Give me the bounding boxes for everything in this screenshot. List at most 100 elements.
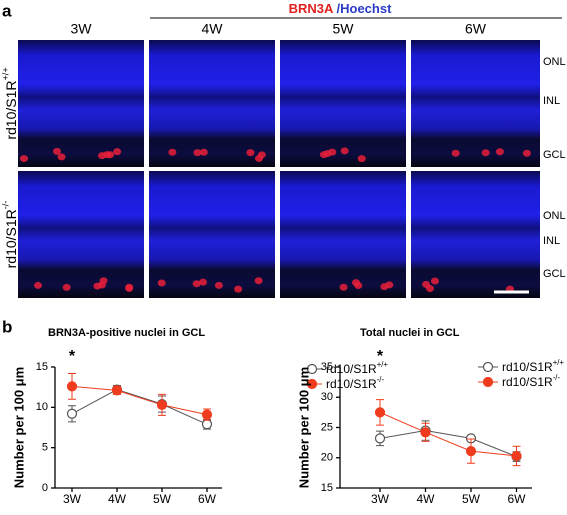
red-nucleus xyxy=(199,148,208,156)
red-nucleus xyxy=(52,147,61,155)
series-line xyxy=(379,430,517,458)
red-nucleus xyxy=(380,283,389,291)
red-nucleus xyxy=(125,283,134,291)
red-nucleus xyxy=(257,151,266,159)
label-base: rd10/S1R xyxy=(3,81,19,140)
red-nucleus xyxy=(57,153,66,161)
legend-marker xyxy=(306,363,318,375)
data-point xyxy=(156,399,168,411)
annotation: * xyxy=(377,348,384,365)
micrograph xyxy=(411,171,540,298)
layer-label: ONL xyxy=(543,56,566,68)
red-nucleus xyxy=(199,278,208,286)
micrograph xyxy=(280,40,406,167)
x-tick-label: 6W xyxy=(508,492,527,506)
series-line xyxy=(379,411,517,457)
label-sup: -/- xyxy=(377,375,385,384)
chart-title: Total nuclei in GCL xyxy=(360,327,460,339)
data-point xyxy=(201,419,213,430)
y-tick-label: 20 xyxy=(321,452,333,464)
data-point xyxy=(111,385,123,396)
label-base: rd10/S1R xyxy=(3,209,19,268)
red-nucleus xyxy=(62,283,71,291)
x-tick-label: 6W xyxy=(198,492,217,506)
data-point xyxy=(511,450,522,462)
column-label: 4W xyxy=(202,21,224,37)
x-tick-label: 4W xyxy=(108,492,127,506)
layer-label: INL xyxy=(543,95,560,107)
micrographs xyxy=(18,40,540,298)
data-point xyxy=(465,445,477,457)
x-tick-label: 3W xyxy=(371,492,390,506)
legend-marker xyxy=(482,376,494,388)
red-nucleus xyxy=(98,152,107,160)
red-nucleus xyxy=(481,149,490,157)
layer-label: INL xyxy=(543,235,560,247)
x-tick-label: 3W xyxy=(63,492,82,506)
label-sup: -/- xyxy=(553,373,561,382)
red-nucleus xyxy=(354,281,363,289)
red-nucleus xyxy=(193,149,202,157)
x-tick-label: 5W xyxy=(153,492,172,506)
red-nucleus xyxy=(93,282,102,290)
label-sup: +/+ xyxy=(377,360,389,369)
data-point xyxy=(201,409,213,420)
red-nucleus xyxy=(113,148,122,156)
label: rd10/S1R+/+ xyxy=(502,358,564,374)
red-nucleus xyxy=(192,280,201,288)
red-nucleus xyxy=(168,148,177,156)
legend-marker xyxy=(306,378,318,390)
red-nucleus xyxy=(340,147,349,155)
y-tick-label: 30 xyxy=(321,391,333,403)
annotation: * xyxy=(69,348,76,365)
micrograph xyxy=(18,171,144,298)
panel-label: b xyxy=(2,317,12,336)
y-tick-label: 0 xyxy=(42,482,48,494)
label: rd10/S1R-/- xyxy=(1,201,19,269)
red-nucleus xyxy=(451,149,460,157)
label: rd10/S1R-/- xyxy=(502,373,560,389)
red-nucleus xyxy=(422,280,431,288)
micrograph xyxy=(280,171,406,298)
data-point xyxy=(66,381,78,392)
red-nucleus xyxy=(20,155,29,163)
red-nucleus xyxy=(430,277,439,285)
x-tick-label: 4W xyxy=(417,492,436,506)
y-tick-label: 35 xyxy=(321,361,333,373)
label-sup: +/+ xyxy=(553,358,565,367)
micrograph xyxy=(149,171,275,298)
y-tick-label: 10 xyxy=(36,401,48,413)
data-point xyxy=(66,408,78,419)
stain-red: BRN3A xyxy=(289,1,334,16)
data-point xyxy=(374,407,386,418)
micrograph xyxy=(149,40,275,167)
label-sup: +/+ xyxy=(1,67,11,80)
data-point xyxy=(374,433,386,444)
red-nucleus xyxy=(357,155,366,163)
stain-blue: /Hoechst xyxy=(333,1,392,16)
column-label: 5W xyxy=(333,21,355,37)
red-nucleus xyxy=(234,285,243,293)
layer-label: ONL xyxy=(543,210,566,222)
label-base: rd10/S1R xyxy=(326,362,377,376)
micrograph xyxy=(18,40,144,167)
y-tick-label: 15 xyxy=(36,361,48,373)
series-line xyxy=(71,385,208,416)
panel-label: a xyxy=(2,1,12,20)
red-nucleus xyxy=(495,148,504,156)
red-nucleus xyxy=(34,281,43,289)
y-tick-label: 25 xyxy=(321,421,333,433)
y-tick-label: 15 xyxy=(321,482,333,494)
label: rd10/S1R-/- xyxy=(326,375,384,391)
data-point xyxy=(420,427,431,438)
column-label: 3W xyxy=(71,21,93,37)
label-base: rd10/S1R xyxy=(502,360,553,374)
label-base: rd10/S1R xyxy=(326,377,377,391)
red-nucleus xyxy=(157,279,166,287)
y-tick-label: 5 xyxy=(42,442,48,454)
label: rd10/S1R+/+ xyxy=(326,360,388,376)
y-axis-label: Number per 100 μm xyxy=(11,367,26,488)
label-sup: -/- xyxy=(1,201,11,210)
label-base: rd10/S1R xyxy=(502,375,553,389)
